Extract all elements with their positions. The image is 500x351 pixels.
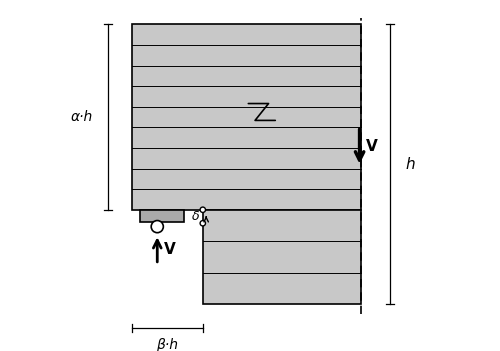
Text: V: V [164,242,176,257]
Circle shape [151,220,164,233]
Circle shape [200,220,205,226]
Text: β·h: β·h [156,338,178,351]
Circle shape [200,207,205,212]
Bar [140,210,184,221]
Text: α·h: α·h [70,110,92,124]
Text: δ: δ [192,210,200,223]
Polygon shape [203,210,362,304]
Polygon shape [132,24,362,210]
Text: h: h [406,157,415,172]
Text: V: V [366,139,378,154]
